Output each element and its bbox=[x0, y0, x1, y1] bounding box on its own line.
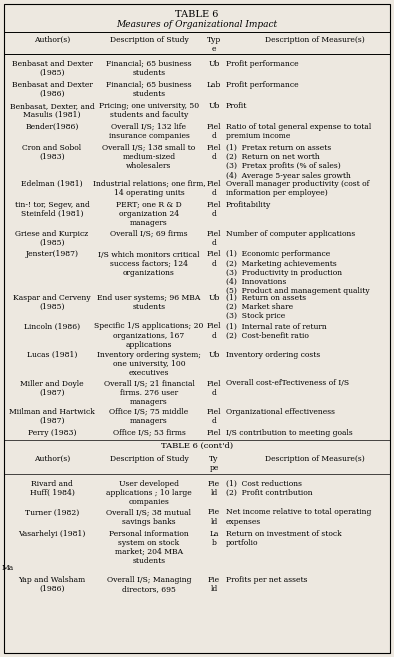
Text: Ub: Ub bbox=[208, 351, 220, 359]
Text: Fie
ld: Fie ld bbox=[208, 480, 220, 497]
Text: Fiel
d: Fiel d bbox=[207, 250, 221, 267]
Text: (1)  Internal rate of return
(2)  Cost-benefit ratio: (1) Internal rate of return (2) Cost-ben… bbox=[226, 323, 327, 340]
Text: Office I/S; 53 firms: Office I/S; 53 firms bbox=[113, 429, 186, 437]
Text: (1)  Cost reductions
(2)  Profit contribution: (1) Cost reductions (2) Profit contribut… bbox=[226, 480, 312, 497]
Text: Fiel
d: Fiel d bbox=[207, 323, 221, 340]
Text: Rivard and
Huff( 1984): Rivard and Huff( 1984) bbox=[30, 480, 74, 497]
Text: Cron and Sobol
(1983): Cron and Sobol (1983) bbox=[22, 144, 82, 161]
Text: Fiel
d: Fiel d bbox=[207, 123, 221, 140]
Text: Industrial relations; one firm,
14 operating units: Industrial relations; one firm, 14 opera… bbox=[93, 180, 205, 197]
Text: Number of computer applications: Number of computer applications bbox=[226, 229, 355, 237]
Text: Ub: Ub bbox=[208, 294, 220, 302]
Text: TABLE 6: TABLE 6 bbox=[175, 10, 219, 19]
Text: Description of Study: Description of Study bbox=[110, 455, 188, 463]
Text: Ratio of total general expense to total
premium income: Ratio of total general expense to total … bbox=[226, 123, 371, 140]
Text: Lincoln (1986): Lincoln (1986) bbox=[24, 323, 80, 330]
Text: Edelman (1981): Edelman (1981) bbox=[21, 180, 83, 188]
Text: Return on investment of stock
portfolio: Return on investment of stock portfolio bbox=[226, 530, 342, 547]
Text: Fiel
d: Fiel d bbox=[207, 408, 221, 425]
Text: Fiel
d: Fiel d bbox=[207, 180, 221, 197]
Text: Overall I/S; 138 small to
medium-sized
wholesalers: Overall I/S; 138 small to medium-sized w… bbox=[102, 144, 196, 170]
Text: Miilman and Hartwick
(1987): Miilman and Hartwick (1987) bbox=[9, 408, 95, 425]
Text: User developed
applications ; 10 large
companies: User developed applications ; 10 large c… bbox=[106, 480, 192, 507]
Text: Bender(1986): Bender(1986) bbox=[25, 123, 79, 131]
Text: Overall manager productivity (cost of
information per employee): Overall manager productivity (cost of in… bbox=[226, 180, 369, 197]
Text: Description of Measure(s): Description of Measure(s) bbox=[265, 455, 365, 463]
Text: Fiel
d: Fiel d bbox=[207, 144, 221, 161]
Text: Typ
e: Typ e bbox=[207, 36, 221, 53]
Text: (1)  Pretax return on assets
(2)  Return on net worth
(3)  Pretax profits (% of : (1) Pretax return on assets (2) Return o… bbox=[226, 144, 351, 179]
Text: Ub: Ub bbox=[208, 102, 220, 110]
Text: tin-! tor, Segev, and
Steinfeld (1981): tin-! tor, Segev, and Steinfeld (1981) bbox=[15, 201, 89, 218]
Text: Profit performance: Profit performance bbox=[226, 60, 299, 68]
Text: Lucas (1981): Lucas (1981) bbox=[27, 351, 77, 359]
Text: Ub: Ub bbox=[208, 60, 220, 68]
Text: (1)  Return on assets
(2)  Market share
(3)  Stock price: (1) Return on assets (2) Market share (3… bbox=[226, 294, 306, 321]
Text: Specific 1/S applications; 20
organizations, 167
applications: Specific 1/S applications; 20 organizati… bbox=[94, 323, 204, 349]
Text: Ma: Ma bbox=[2, 564, 14, 572]
Text: Benbasat and Dexter
(1986): Benbasat and Dexter (1986) bbox=[11, 81, 93, 98]
Text: Jenster(1987): Jenster(1987) bbox=[26, 250, 78, 258]
Text: Description of Study: Description of Study bbox=[110, 36, 188, 44]
Text: Overall I/S; 132 life
insurance companies: Overall I/S; 132 life insurance companie… bbox=[109, 123, 190, 140]
Text: Fiel: Fiel bbox=[207, 429, 221, 437]
Text: (1)  Economic performance
(2)  Marketing achievements
(3)  Productivity in produ: (1) Economic performance (2) Marketing a… bbox=[226, 250, 370, 295]
Text: TABLE 6 (cont'd): TABLE 6 (cont'd) bbox=[161, 442, 233, 449]
Text: Overall I/S; 69 firms: Overall I/S; 69 firms bbox=[110, 229, 188, 237]
Text: PERT; one R & D
organization 24
managers: PERT; one R & D organization 24 managers bbox=[116, 201, 182, 227]
Text: Overall I/S; 21 financial
firms. 276 user
managers: Overall I/S; 21 financial firms. 276 use… bbox=[104, 380, 194, 406]
Text: Fiel
d: Fiel d bbox=[207, 380, 221, 397]
Text: Personal information
system on stock
market; 204 MBA
students: Personal information system on stock mar… bbox=[109, 530, 189, 565]
Text: Office I/S; 75 middle
managers: Office I/S; 75 middle managers bbox=[110, 408, 189, 425]
Text: Profits per net assets: Profits per net assets bbox=[226, 576, 307, 584]
Text: Author(s): Author(s) bbox=[34, 36, 70, 44]
Text: Author(s): Author(s) bbox=[34, 455, 70, 463]
Text: Miller and Doyle
(1987): Miller and Doyle (1987) bbox=[20, 380, 84, 397]
Text: Profitability: Profitability bbox=[226, 201, 271, 209]
Text: Perry (1983): Perry (1983) bbox=[28, 429, 76, 437]
Text: Griese and Kurpicz
(1985): Griese and Kurpicz (1985) bbox=[15, 229, 89, 246]
Text: Pricing; one university, 50
students and faculty: Pricing; one university, 50 students and… bbox=[99, 102, 199, 119]
Text: Vasarhelyi (1981): Vasarhelyi (1981) bbox=[18, 530, 85, 537]
Text: La
b: La b bbox=[209, 530, 219, 547]
Text: Description of Measure(s): Description of Measure(s) bbox=[265, 36, 365, 44]
Text: Inventory ordering costs: Inventory ordering costs bbox=[226, 351, 320, 359]
Text: Overall I/S; Managing
directors, 695: Overall I/S; Managing directors, 695 bbox=[107, 576, 191, 593]
Text: Fie
ld: Fie ld bbox=[208, 576, 220, 593]
Text: Turner (1982): Turner (1982) bbox=[25, 509, 79, 516]
Text: Overall I/S; 38 mutual
savings banks: Overall I/S; 38 mutual savings banks bbox=[106, 509, 191, 526]
Text: Fiel
d: Fiel d bbox=[207, 229, 221, 246]
Text: Profit performance: Profit performance bbox=[226, 81, 299, 89]
Text: Organizational effectiveness: Organizational effectiveness bbox=[226, 408, 335, 416]
Text: Benbasat, Dexter, and
Masulis (1981): Benbasat, Dexter, and Masulis (1981) bbox=[9, 102, 95, 119]
Text: Financial; 65 business
students: Financial; 65 business students bbox=[106, 81, 192, 98]
Text: Benbasat and Dexter
(1985): Benbasat and Dexter (1985) bbox=[11, 60, 93, 78]
Text: Net income relative to total operating
expenses: Net income relative to total operating e… bbox=[226, 509, 372, 526]
Text: Inventory ordering system;
one university, 100
executives: Inventory ordering system; one universit… bbox=[97, 351, 201, 377]
Text: Profit: Profit bbox=[226, 102, 247, 110]
Text: Ty
pe: Ty pe bbox=[209, 455, 219, 472]
Text: I/S contribution to meeting goals: I/S contribution to meeting goals bbox=[226, 429, 353, 437]
Text: I/S which monitors critical
success factors; 124
organizations: I/S which monitors critical success fact… bbox=[98, 250, 200, 277]
Text: Fiel
d: Fiel d bbox=[207, 201, 221, 218]
Text: End user systems; 96 MBA
students: End user systems; 96 MBA students bbox=[97, 294, 201, 311]
Text: Financial; 65 business
students: Financial; 65 business students bbox=[106, 60, 192, 78]
Text: Lab: Lab bbox=[207, 81, 221, 89]
Text: Measures of Organizational Impact: Measures of Organizational Impact bbox=[117, 20, 277, 29]
Text: Overall cost-efTectiveness of I/S: Overall cost-efTectiveness of I/S bbox=[226, 380, 349, 388]
Text: Yap and Walsham
(1986): Yap and Walsham (1986) bbox=[19, 576, 85, 593]
Text: Kaspar and Cerveny
(1985): Kaspar and Cerveny (1985) bbox=[13, 294, 91, 311]
Text: Fie
ld: Fie ld bbox=[208, 509, 220, 526]
